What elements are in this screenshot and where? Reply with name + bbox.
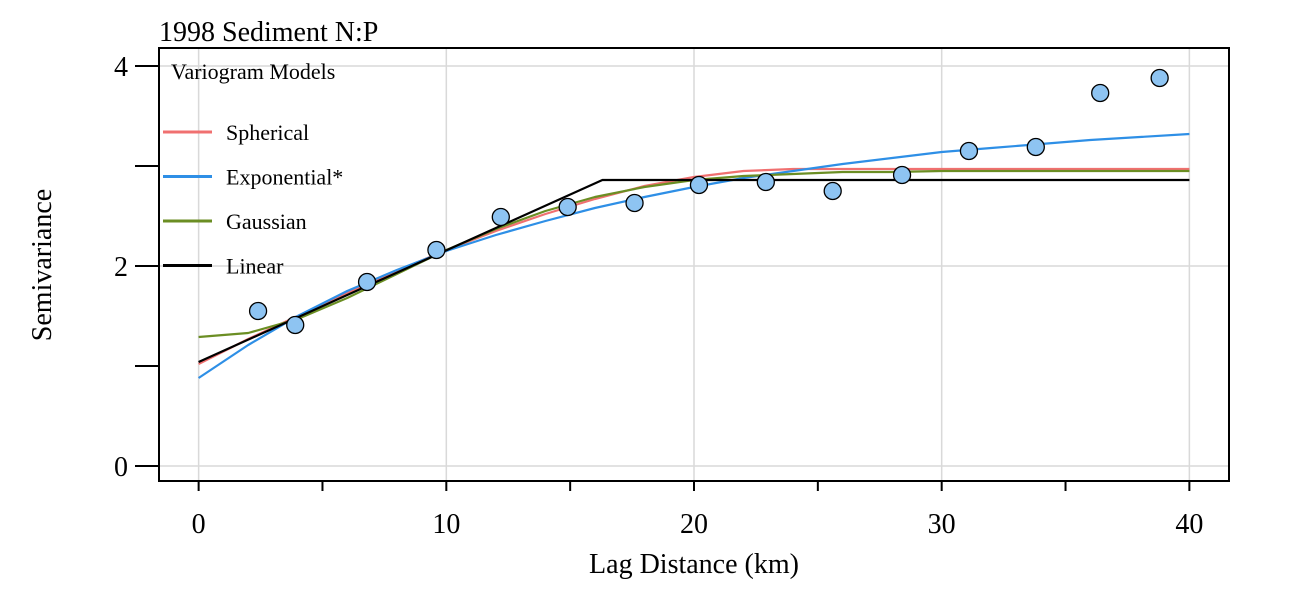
legend-label: Linear bbox=[226, 254, 284, 279]
data-point bbox=[689, 175, 709, 195]
data-point bbox=[1150, 68, 1169, 88]
x-tick-label: 10 bbox=[432, 509, 460, 540]
legend-label: Spherical bbox=[226, 120, 309, 145]
data-point bbox=[959, 141, 979, 161]
y-tick-label: 4 bbox=[114, 52, 128, 83]
grid-lines bbox=[159, 48, 1229, 481]
data-point bbox=[625, 193, 644, 213]
y-tick-label: 0 bbox=[114, 452, 128, 483]
legend-label: Exponential* bbox=[226, 165, 343, 190]
x-axis-label: Lag Distance (km) bbox=[589, 549, 799, 580]
data-point bbox=[1026, 137, 1045, 157]
y-tick-label: 2 bbox=[114, 252, 128, 283]
data-point bbox=[357, 272, 377, 292]
data-point bbox=[558, 197, 577, 217]
data-point bbox=[491, 207, 510, 227]
data-point bbox=[427, 240, 446, 260]
x-tick-label: 20 bbox=[680, 509, 708, 540]
legend: Variogram Models Spherical Exponential* Gau… bbox=[163, 59, 343, 279]
data-point bbox=[286, 315, 305, 335]
data-point bbox=[892, 165, 912, 185]
x-tick-label: 40 bbox=[1175, 509, 1203, 540]
y-axis: 0 2 4 bbox=[114, 52, 159, 483]
chart-title: 1998 Sediment N:P bbox=[159, 17, 378, 48]
legend-title: Variogram Models bbox=[171, 59, 335, 84]
x-tick-label: 0 bbox=[192, 509, 206, 540]
series-line-linear bbox=[198, 178, 1190, 364]
data-point bbox=[823, 181, 842, 201]
data-point bbox=[248, 301, 268, 321]
x-axis: 0 10 20 30 40 bbox=[192, 481, 1203, 540]
data-point bbox=[1091, 83, 1110, 103]
y-axis-label: Semivariance bbox=[27, 189, 58, 341]
points-layer bbox=[248, 68, 1169, 335]
data-point bbox=[756, 172, 775, 192]
legend-label: Gaussian bbox=[226, 209, 307, 234]
x-tick-label: 30 bbox=[928, 509, 956, 540]
